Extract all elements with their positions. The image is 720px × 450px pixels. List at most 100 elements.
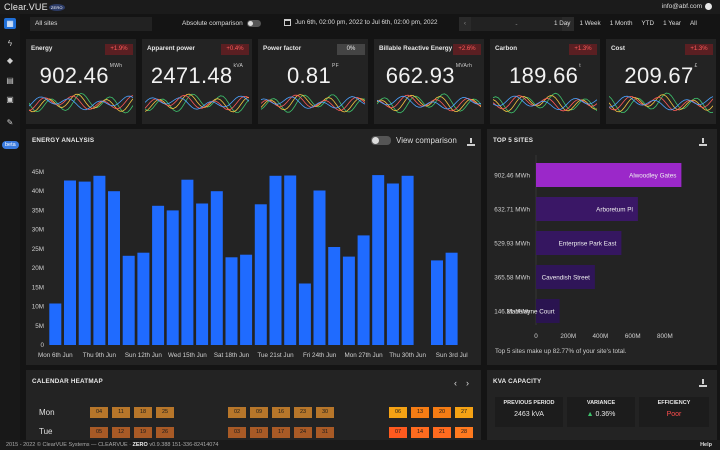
energy-bar[interactable] xyxy=(313,190,326,346)
energy-bar[interactable] xyxy=(108,191,120,345)
energy-bar[interactable] xyxy=(342,256,355,345)
heatmap-cell[interactable]: 03 xyxy=(228,427,246,438)
heatmap-cell[interactable]: 25 xyxy=(156,407,174,418)
heatmap-cell[interactable]: 28 xyxy=(455,427,473,438)
energy-bar[interactable] xyxy=(166,210,179,345)
energy-bar[interactable] xyxy=(78,181,91,345)
download-icon[interactable] xyxy=(699,138,707,146)
heatmap-cell[interactable]: 30 xyxy=(316,407,334,418)
energy-bar[interactable] xyxy=(240,254,253,345)
x-tick-label: Wed 15th Jun xyxy=(168,352,207,359)
footer: 2015 - 2022 © ClearVUE Systems — CLEARVU… xyxy=(0,440,720,450)
view-comparison-label: View comparison xyxy=(396,136,457,145)
energy-bar[interactable] xyxy=(328,247,341,345)
kpi-label: Billable Reactive Energy xyxy=(379,45,453,52)
kva-previous-period: PREVIOUS PERIOD 2463 kVA xyxy=(495,397,563,427)
kpi-card-carbon[interactable]: Carbon +1.3% 189.66t xyxy=(490,39,600,124)
heatmap-cell[interactable]: 11 xyxy=(112,407,130,418)
heatmap-cell[interactable]: 17 xyxy=(272,427,290,438)
range-1-year[interactable]: 1 Year xyxy=(663,20,681,27)
site-bar[interactable] xyxy=(536,197,638,221)
kpi-card-energy[interactable]: Energy +1.9% 902.46MWh xyxy=(26,39,136,124)
heatmap-cell[interactable]: 21 xyxy=(433,427,451,438)
energy-bar[interactable] xyxy=(401,175,414,345)
heatmap-prev-button[interactable]: ‹ xyxy=(454,378,457,388)
heatmap-cell[interactable]: 06 xyxy=(389,407,407,418)
kpi-card-billable-reactive-energy[interactable]: Billable Reactive Energy +2.6% 662.93MVA… xyxy=(374,39,484,124)
heatmap-cell[interactable]: 24 xyxy=(294,427,312,438)
energy-bar[interactable] xyxy=(357,235,370,345)
energy-bar[interactable] xyxy=(122,255,135,345)
energy-bar[interactable] xyxy=(269,175,282,345)
download-icon[interactable] xyxy=(699,379,707,387)
range-ytd[interactable]: YTD xyxy=(641,20,655,27)
user-menu[interactable]: info@abf.com xyxy=(662,3,712,10)
heatmap-cell[interactable]: 31 xyxy=(316,427,334,438)
site-bar[interactable] xyxy=(536,163,682,187)
energy-bar[interactable] xyxy=(372,175,385,345)
energy-bar[interactable] xyxy=(181,179,194,345)
energy-bar[interactable] xyxy=(210,191,223,345)
site-bar[interactable] xyxy=(536,231,622,255)
range-1-month[interactable]: 1 Month xyxy=(609,20,633,27)
dashboard-icon[interactable]: ▦ xyxy=(4,18,16,29)
heatmap-cell[interactable]: 09 xyxy=(250,407,268,418)
building-icon[interactable]: ▣ xyxy=(6,95,14,104)
download-icon[interactable] xyxy=(467,138,475,146)
sparkline-series xyxy=(145,95,249,110)
next-period-button[interactable]: › xyxy=(561,17,574,31)
heatmap-cell[interactable]: 13 xyxy=(411,407,429,418)
date-range-picker[interactable]: Jun 6th, 02:00 pm, 2022 to Jul 6th, 02:0… xyxy=(284,19,437,26)
range-1-week[interactable]: 1 Week xyxy=(579,20,601,27)
heatmap-cell[interactable]: 05 xyxy=(90,427,108,438)
heatmap-cell[interactable]: 04 xyxy=(90,407,108,418)
help-link[interactable]: Help xyxy=(700,442,712,448)
view-comparison-toggle[interactable] xyxy=(371,136,391,145)
energy-bar[interactable] xyxy=(254,204,267,345)
heatmap-cell[interactable]: 27 xyxy=(455,407,473,418)
energy-bar[interactable] xyxy=(49,303,62,346)
energy-bar[interactable] xyxy=(137,252,150,345)
heatmap-cell[interactable]: 20 xyxy=(433,407,451,418)
energy-bar[interactable] xyxy=(196,203,209,346)
grid-icon[interactable]: ▤ xyxy=(6,76,14,85)
lightning-icon[interactable]: ϟ xyxy=(7,39,13,48)
range-1-day[interactable]: 1 Day xyxy=(554,20,571,27)
energy-bar[interactable] xyxy=(284,175,297,346)
heatmap-cell[interactable]: 14 xyxy=(411,427,429,438)
range-all[interactable]: All xyxy=(689,20,697,27)
avatar-icon[interactable] xyxy=(705,3,712,10)
heatmap-cell[interactable]: 18 xyxy=(134,407,152,418)
energy-bar[interactable] xyxy=(298,283,311,346)
kpi-card-cost[interactable]: Cost +1.3% 209.67£ xyxy=(606,39,716,124)
prev-period-button[interactable]: ‹ xyxy=(459,17,471,31)
absolute-comparison-toggle[interactable] xyxy=(246,20,261,27)
heatmap-cell[interactable]: 02 xyxy=(228,407,246,418)
energy-bar[interactable] xyxy=(93,175,106,345)
heatmap-cell[interactable]: 07 xyxy=(389,427,407,438)
kva-efficiency: EFFICIENCY Poor xyxy=(639,397,709,427)
site-select[interactable]: All sites xyxy=(30,17,152,31)
kpi-card-power-factor[interactable]: Power factor 0% 0.81PF xyxy=(258,39,368,124)
site-bar[interactable] xyxy=(536,299,560,323)
kpi-card-apparent-power[interactable]: Apparent power +0.4% 2471.48kVA xyxy=(142,39,252,124)
heatmap-cell[interactable]: 12 xyxy=(112,427,130,438)
energy-bar[interactable] xyxy=(152,205,165,345)
energy-bar[interactable] xyxy=(64,180,76,346)
energy-bar[interactable] xyxy=(445,252,458,345)
app-logo[interactable]: Clear.VUE ZERO xyxy=(4,2,65,12)
site-bar[interactable] xyxy=(536,265,595,289)
heatmap-cell[interactable]: 19 xyxy=(134,427,152,438)
heatmap-cell[interactable]: 10 xyxy=(250,427,268,438)
leaf-icon[interactable]: ✎ xyxy=(6,118,14,127)
kpi-value-number: 902.46 xyxy=(39,63,109,88)
heatmap-cell[interactable]: 23 xyxy=(294,407,312,418)
kva-variance-label: VARIANCE xyxy=(586,400,616,406)
energy-bar[interactable] xyxy=(386,183,399,346)
flame-icon[interactable]: ◆ xyxy=(6,56,14,65)
heatmap-cell[interactable]: 16 xyxy=(272,407,290,418)
heatmap-cell[interactable]: 26 xyxy=(156,427,174,438)
heatmap-next-button[interactable]: › xyxy=(466,378,469,388)
energy-bar[interactable] xyxy=(225,257,238,345)
energy-bar[interactable] xyxy=(431,260,443,345)
